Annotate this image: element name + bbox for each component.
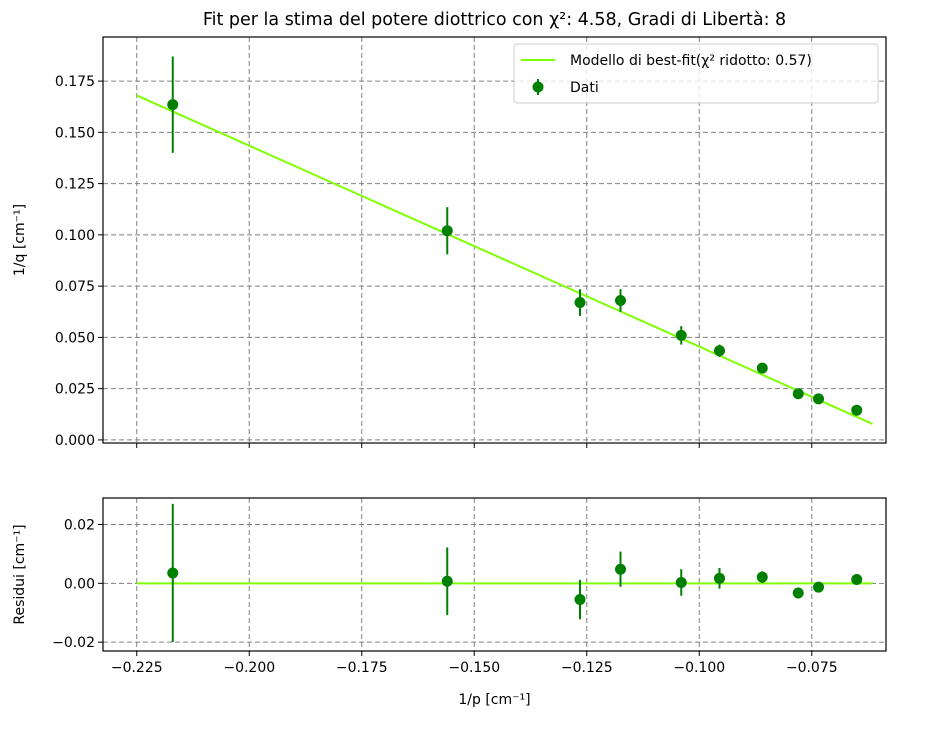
data-point [675,329,687,341]
data-point [574,594,586,606]
x-tick-label: −0.150 [448,660,500,676]
legend-entry-data: Dati [570,80,599,96]
top-y-ticks: 0.000 0.025 0.050 0.075 0.100 0.125 0.150 0.175 [55,74,103,449]
bottom-y-ticks: −0.02 0.00 0.02 [52,517,103,651]
data-point [756,362,768,374]
x-tick-label: −0.175 [336,660,388,676]
legend-entry-model: Modello di best-fit(χ² ridotto: 0.57) [570,53,812,69]
bottom-grid [103,498,886,651]
data-point [792,388,804,400]
x-tick-label: −0.225 [111,660,163,676]
top-grid [103,37,886,443]
data-point [851,404,863,416]
x-tick-label: −0.200 [223,660,275,676]
data-point [813,393,824,405]
y-tick-label: 0.075 [55,279,95,295]
data-point [714,345,725,357]
top-panel: 0.000 0.025 0.050 0.075 0.100 0.125 0.150 0.175… [12,36,887,449]
data-point [813,581,824,593]
bottom-panel: −0.225 −0.200 −0.175 −0.150 −0.125 −0.100 −0.0… [12,497,887,708]
y-tick-label: 0.050 [55,330,95,346]
y-tick-label: 0.000 [55,433,95,449]
x-tick-label: −0.125 [561,660,613,676]
data-point [167,567,179,579]
top-series [136,56,873,425]
data-point [167,99,179,111]
y-tick-label: 0.02 [64,517,95,533]
y-tick-label: 0.025 [55,382,95,398]
legend-point-swatch [532,81,544,93]
y-tick-label: 0.100 [55,228,95,244]
data-point [756,571,768,583]
y-tick-label: −0.02 [52,635,95,651]
data-point [615,294,626,306]
data-point [792,587,804,599]
bottom-series [136,503,873,643]
chart-title: Fit per la stima del potere diottrico co… [203,10,786,30]
x-tick-label: −0.075 [786,660,838,676]
data-point [851,574,863,586]
x-axis-label: 1/p [cm⁻¹] [458,692,530,708]
data-point [441,225,453,237]
data-point [714,572,725,584]
y-tick-label: 0.125 [55,177,95,193]
bottom-plot-frame [102,497,887,652]
data-point [615,563,626,575]
legend-box [513,43,879,104]
y-tick-label: 0.150 [55,125,95,141]
bottom-y-axis-label: Residui [cm⁻¹] [12,524,28,624]
x-tick-label: −0.100 [673,660,725,676]
legend: Modello di best-fit(χ² ridotto: 0.57) Da… [513,43,879,104]
data-point [574,297,586,309]
y-tick-label: 0.175 [55,74,95,90]
fit-line [136,94,873,425]
bottom-x-ticks: −0.225 −0.200 −0.175 −0.150 −0.125 −0.100 −0.0… [111,651,838,676]
y-tick-label: 0.00 [64,576,95,592]
top-y-axis-label: 1/q [cm⁻¹] [12,204,28,276]
top-plot-frame [102,36,887,444]
data-point [675,576,687,588]
top-x-ticks [136,443,813,448]
data-point [441,575,453,587]
